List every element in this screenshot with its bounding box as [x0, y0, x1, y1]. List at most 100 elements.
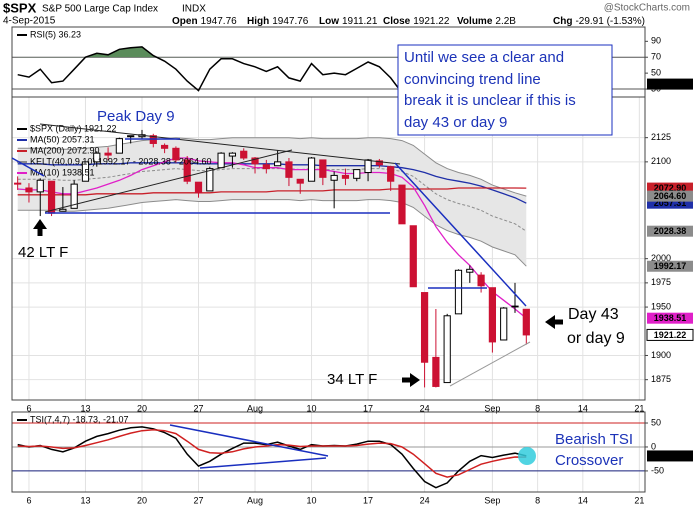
x-tick-label: 8 — [535, 403, 540, 413]
quote-label: Low — [319, 16, 339, 27]
quote-item: Close 1921.22 — [383, 16, 450, 27]
value-box — [647, 450, 693, 462]
candle-body — [14, 182, 22, 185]
legend-label: KELT(40,0.9,10) 1992.17 - 2028.38 - 2064… — [30, 156, 211, 166]
frames — [11, 26, 646, 493]
moving-average — [17, 162, 527, 204]
candle-body — [454, 269, 463, 315]
value-box-label: 2064.60 — [654, 191, 687, 201]
x-tick-label: 21 — [634, 403, 644, 413]
y-tick-label: 2100 — [651, 156, 671, 166]
legend-label: $SPX (Daily) 1921.22 — [30, 123, 117, 133]
quote-value: 1947.76 — [201, 16, 238, 27]
index-name: S&P 500 Large Cap Index — [42, 4, 158, 15]
annotation: or day 9 — [567, 330, 625, 347]
candle-body — [228, 152, 237, 157]
candle-body — [443, 315, 451, 384]
y-tick-label: 1975 — [651, 277, 671, 287]
candle-body — [217, 152, 225, 169]
value-box — [647, 312, 693, 324]
candle-body — [127, 135, 135, 138]
candle-body — [59, 208, 67, 212]
x-tick-label: Sep — [484, 495, 500, 505]
x-tick-label: 6 — [26, 495, 31, 505]
candle-body — [115, 138, 123, 154]
candle-body — [319, 159, 327, 178]
quote-item: High 1947.76 — [247, 16, 309, 27]
y-tick-label: 50 — [651, 417, 661, 427]
legend-label: RSI(5) 36.23 — [30, 29, 81, 39]
candle-body — [93, 152, 101, 163]
x-tick-label: Sep — [484, 403, 500, 413]
candle-body — [432, 356, 440, 387]
x-tick-label: 8 — [535, 495, 540, 505]
plot-area — [12, 422, 645, 489]
quote-value: 1921.22 — [413, 16, 450, 27]
quote-value: -29.91 (-1.53%) — [575, 16, 644, 27]
down-trend-line — [394, 162, 527, 307]
value-box-label: 1938.51 — [654, 313, 687, 323]
arrow-left — [545, 315, 563, 329]
candle-body — [420, 292, 429, 363]
x-tick-label: 20 — [137, 403, 147, 413]
legend-label: MA(10) 1938.51 — [30, 167, 95, 177]
candle-body — [341, 174, 350, 179]
candle-body — [160, 144, 169, 149]
trend-line — [44, 149, 293, 213]
candle-body — [274, 161, 282, 167]
x-tick-label: 13 — [80, 495, 90, 505]
arrow-right — [402, 373, 420, 387]
value-box — [647, 197, 693, 209]
candle-body — [240, 150, 248, 159]
candle-body — [25, 187, 33, 193]
quote-item: Volume 2.2B — [457, 16, 516, 27]
quote-value: 1911.21 — [342, 16, 378, 27]
candle-body — [477, 274, 485, 287]
candle-body — [251, 157, 259, 165]
candle-body — [70, 183, 78, 209]
date: 4-Sep-2015 — [3, 16, 56, 27]
y-tick-label: -50 — [651, 465, 664, 475]
quote-label: Volume — [457, 16, 493, 27]
legend-label: TSI(7,4,7) -18.73, -21.07 — [30, 414, 129, 424]
note-line: day 43 or day 9 — [404, 114, 507, 131]
candle-body — [172, 147, 180, 161]
quote-label: High — [247, 16, 269, 27]
value-box — [647, 182, 693, 194]
candle-body — [104, 152, 112, 156]
candle-body — [522, 308, 530, 336]
annotation: Day 43 — [568, 306, 619, 323]
channel-upper — [17, 137, 527, 197]
annotation: 42 LT F — [18, 244, 68, 261]
y-tick-label: 50 — [651, 68, 661, 78]
value-box — [647, 78, 693, 90]
x-tick-label: 24 — [420, 495, 430, 505]
y-tick-label: 2000 — [651, 253, 671, 263]
legend-label: MA(200) 2072.90 — [30, 145, 100, 155]
annotation: Bearish TSI — [555, 431, 633, 448]
quote-value: 2.2B — [495, 16, 516, 27]
y-tick-label: 0 — [651, 441, 656, 451]
crossover-marker — [518, 447, 536, 465]
x-tick-label: 21 — [634, 495, 644, 505]
y-tick-label: 1900 — [651, 350, 671, 360]
note-box — [397, 44, 613, 136]
y-tick-label: 1875 — [651, 374, 671, 384]
channel-band — [17, 137, 527, 267]
arrow-up — [33, 219, 47, 236]
annotation: Crossover — [555, 452, 623, 469]
tsi-trend-line — [169, 424, 329, 457]
trend-line — [449, 341, 531, 387]
candle-body — [285, 161, 293, 178]
candle-body — [194, 181, 203, 194]
symbol: $SPX — [3, 0, 37, 15]
note-line: convincing trend line — [404, 71, 541, 88]
candle-body — [262, 164, 270, 170]
candle-body — [375, 160, 383, 166]
source: @StockCharts.com — [604, 3, 690, 14]
candle-body — [466, 268, 474, 273]
x-tick-label: 17 — [363, 403, 373, 413]
value-box — [647, 225, 693, 237]
